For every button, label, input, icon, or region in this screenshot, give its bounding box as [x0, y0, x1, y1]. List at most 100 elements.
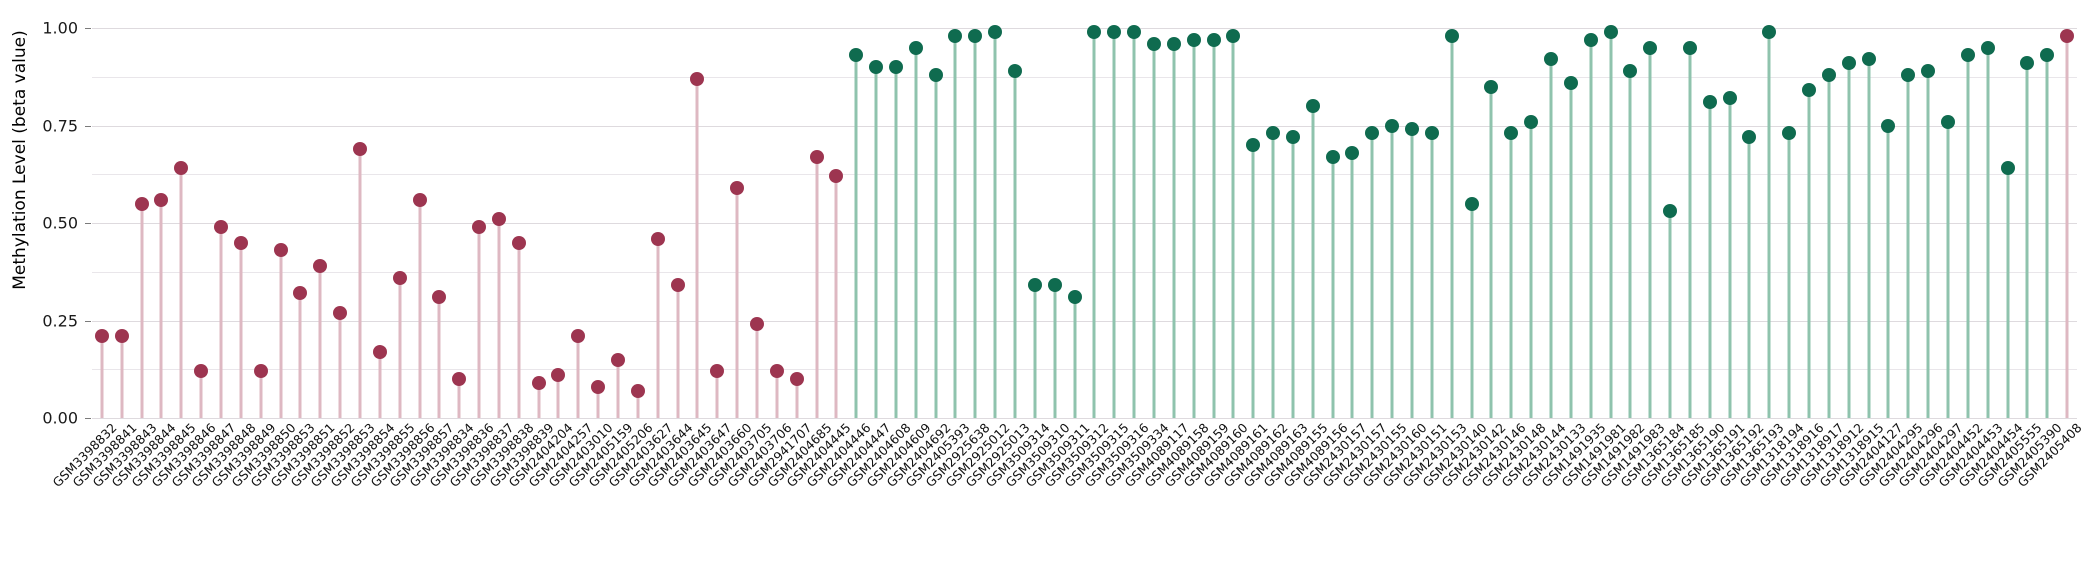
lollipop-dot[interactable]	[1782, 126, 1797, 141]
lollipop-dot[interactable]	[888, 60, 903, 74]
lollipop-dot[interactable]	[1385, 118, 1400, 133]
lollipop-dot[interactable]	[1484, 79, 1499, 94]
lollipop-dot[interactable]	[908, 40, 923, 55]
lollipop-dot[interactable]	[154, 192, 169, 207]
lollipop-dot[interactable]	[1762, 24, 1777, 39]
lollipop-dot[interactable]	[1087, 24, 1102, 39]
lollipop-dot[interactable]	[650, 231, 665, 246]
lollipop-dot[interactable]	[432, 290, 447, 305]
lollipop-dot[interactable]	[1285, 130, 1300, 145]
lollipop-dot[interactable]	[1246, 138, 1261, 152]
lollipop-dot[interactable]	[412, 192, 427, 207]
lollipop-dot[interactable]	[1325, 149, 1340, 164]
lollipop-dot[interactable]	[1107, 24, 1122, 39]
lollipop-dot[interactable]	[2060, 28, 2075, 43]
lollipop-dot[interactable]	[1365, 126, 1380, 141]
lollipop-dot[interactable]	[968, 28, 983, 43]
lollipop-dot[interactable]	[1722, 91, 1737, 106]
lollipop-dot[interactable]	[1305, 99, 1320, 113]
lollipop-dot[interactable]	[1623, 63, 1638, 78]
lollipop-dot[interactable]	[1543, 52, 1558, 67]
lollipop-dot[interactable]	[1881, 118, 1896, 133]
lollipop-dot[interactable]	[134, 196, 149, 211]
lollipop-dot[interactable]	[591, 379, 606, 394]
lollipop-dot[interactable]	[1166, 36, 1181, 51]
lollipop-dot[interactable]	[313, 258, 328, 273]
lollipop-dot[interactable]	[2020, 56, 2035, 71]
lollipop-dot[interactable]	[253, 364, 268, 379]
lollipop-dot[interactable]	[1524, 114, 1539, 129]
lollipop-dot[interactable]	[1504, 126, 1519, 141]
lollipop-dot[interactable]	[452, 372, 467, 386]
lollipop-dot[interactable]	[1464, 196, 1479, 211]
lollipop-dot[interactable]	[928, 67, 943, 82]
lollipop-dot[interactable]	[1960, 48, 1975, 63]
lollipop-dot[interactable]	[571, 329, 586, 344]
lollipop-dot[interactable]	[1206, 32, 1221, 47]
lollipop-dot[interactable]	[1583, 32, 1598, 47]
lollipop-dot[interactable]	[1266, 126, 1281, 141]
lollipop-dot[interactable]	[1603, 24, 1618, 39]
lollipop-dot[interactable]	[1821, 67, 1836, 82]
lollipop-dot[interactable]	[1702, 95, 1717, 110]
lollipop-dot[interactable]	[829, 169, 844, 184]
lollipop-dot[interactable]	[869, 60, 884, 74]
lollipop-dot[interactable]	[1047, 278, 1062, 293]
lollipop-dot[interactable]	[1663, 204, 1678, 219]
lollipop-dot[interactable]	[1841, 56, 1856, 71]
lollipop-dot[interactable]	[94, 329, 109, 344]
lollipop-dot[interactable]	[114, 329, 129, 344]
lollipop-dot[interactable]	[1921, 63, 1936, 78]
lollipop-dot[interactable]	[1067, 290, 1082, 305]
lollipop-dot[interactable]	[1901, 67, 1916, 82]
lollipop-dot[interactable]	[214, 219, 229, 234]
lollipop-dot[interactable]	[730, 180, 745, 195]
lollipop-dot[interactable]	[611, 352, 626, 367]
lollipop-dot[interactable]	[233, 235, 248, 250]
lollipop-dot[interactable]	[2000, 161, 2015, 176]
lollipop-dot[interactable]	[789, 372, 804, 386]
lollipop-dot[interactable]	[1186, 32, 1201, 47]
lollipop-dot[interactable]	[809, 149, 824, 164]
lollipop-dot[interactable]	[670, 278, 685, 293]
lollipop-dot[interactable]	[630, 383, 645, 398]
lollipop-dot[interactable]	[749, 317, 764, 332]
lollipop-dot[interactable]	[273, 243, 288, 258]
lollipop-dot[interactable]	[1861, 52, 1876, 67]
lollipop-dot[interactable]	[333, 305, 348, 320]
lollipop-dot[interactable]	[1226, 28, 1241, 43]
lollipop-dot[interactable]	[392, 270, 407, 285]
lollipop-dot[interactable]	[352, 141, 367, 156]
lollipop-dot[interactable]	[1980, 40, 1995, 55]
lollipop-dot[interactable]	[690, 71, 705, 86]
lollipop-dot[interactable]	[194, 364, 209, 379]
lollipop-dot[interactable]	[1802, 83, 1817, 98]
lollipop-dot[interactable]	[372, 344, 387, 359]
lollipop-dot[interactable]	[988, 24, 1003, 39]
lollipop-dot[interactable]	[849, 48, 864, 63]
lollipop-dot[interactable]	[1424, 126, 1439, 141]
lollipop-dot[interactable]	[531, 375, 546, 390]
lollipop-dot[interactable]	[1643, 40, 1658, 55]
lollipop-dot[interactable]	[293, 286, 308, 301]
lollipop-dot[interactable]	[2040, 48, 2055, 63]
lollipop-dot[interactable]	[1345, 145, 1360, 160]
lollipop-dot[interactable]	[948, 28, 963, 43]
lollipop-dot[interactable]	[174, 161, 189, 176]
lollipop-dot[interactable]	[1444, 28, 1459, 43]
lollipop-dot[interactable]	[511, 235, 526, 250]
lollipop-dot[interactable]	[1563, 75, 1578, 90]
lollipop-dot[interactable]	[1127, 24, 1142, 39]
lollipop-dot[interactable]	[472, 219, 487, 234]
lollipop-dot[interactable]	[1682, 40, 1697, 55]
lollipop-dot[interactable]	[1742, 130, 1757, 145]
lollipop-dot[interactable]	[491, 212, 506, 227]
lollipop-dot[interactable]	[1146, 36, 1161, 51]
lollipop-dot[interactable]	[1940, 114, 1955, 129]
lollipop-dot[interactable]	[1027, 278, 1042, 293]
lollipop-dot[interactable]	[1008, 63, 1023, 78]
lollipop-dot[interactable]	[1405, 122, 1420, 137]
lollipop-dot[interactable]	[551, 368, 566, 383]
lollipop-dot[interactable]	[710, 364, 725, 379]
lollipop-dot[interactable]	[769, 364, 784, 379]
